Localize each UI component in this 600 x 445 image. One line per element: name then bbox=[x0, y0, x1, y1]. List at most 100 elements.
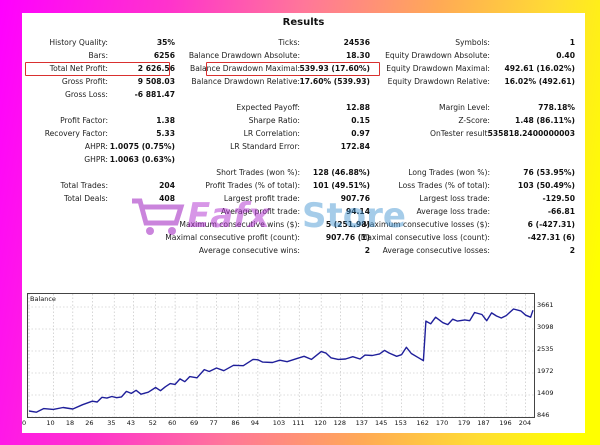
col1-value: 5.33 bbox=[156, 129, 175, 138]
stat-value-row: 6 (-427.31) bbox=[22, 219, 575, 231]
col2-value: 907.76 (1) bbox=[325, 233, 370, 242]
col2-label: Balance Drawdown Absolute: bbox=[188, 51, 300, 60]
col2-label: Profit Trades (% of total): bbox=[205, 181, 300, 190]
stat-value-row: 907.76 (1) bbox=[22, 232, 370, 244]
col2-value: 24536 bbox=[343, 38, 370, 47]
col2-value: 0.15 bbox=[351, 116, 370, 125]
col1-value: 1.38 bbox=[156, 116, 175, 125]
x-tick-label: 77 bbox=[209, 419, 218, 427]
stat-value-row: 1.0075 (0.75%) bbox=[22, 141, 175, 153]
col2-value: 17.60% (539.93) bbox=[299, 77, 370, 86]
stat-row: Bars: bbox=[22, 50, 109, 62]
stat-value-row: 1.38 bbox=[22, 115, 175, 127]
stat-row: Balance Drawdown Absolute: bbox=[22, 50, 300, 62]
x-tick-label: 18 bbox=[65, 419, 75, 427]
col2-value: 172.84 bbox=[340, 142, 370, 151]
stat-row: Sharpe Ratio: bbox=[22, 115, 300, 127]
col3-value: -427.31 (6) bbox=[527, 233, 575, 242]
col1-value: -6 881.47 bbox=[134, 90, 175, 99]
col1-label: Recovery Factor: bbox=[44, 129, 108, 138]
col2-value: 12.88 bbox=[345, 103, 370, 112]
col3-label: Equity Drawdown Relative: bbox=[387, 77, 490, 86]
y-tick-label: 3098 bbox=[537, 323, 554, 331]
stat-value-row: 94.14 bbox=[22, 206, 370, 218]
stat-row: Total Trades: bbox=[22, 180, 108, 192]
results-panel: Results History Quality: 35% Bars: 6256 Tota… bbox=[22, 13, 585, 433]
stat-row: Largest loss trade: bbox=[22, 193, 490, 205]
col2-value: 5 (251.98) bbox=[325, 220, 370, 229]
stat-row: Short Trades (won %): bbox=[22, 167, 300, 179]
x-tick-label: 26 bbox=[85, 419, 94, 427]
col1-label: Total Deals: bbox=[64, 194, 108, 203]
x-tick-label: 170 bbox=[435, 419, 449, 427]
stat-value-row: 103 (50.49%) bbox=[22, 180, 575, 192]
col3-label: Average consecutive losses: bbox=[382, 246, 490, 255]
stat-row: Largest profit trade: bbox=[22, 193, 300, 205]
col3-label: OnTester result: bbox=[430, 129, 490, 138]
stat-row: Ticks: bbox=[22, 37, 300, 49]
stat-row: Z-Score: bbox=[22, 115, 490, 127]
stat-row: Equity Drawdown Relative: bbox=[22, 76, 490, 88]
x-tick-label: 52 bbox=[148, 419, 157, 427]
col2-value: 2 bbox=[364, 246, 370, 255]
x-tick-label: 10 bbox=[46, 419, 55, 427]
y-tick-label: 846 bbox=[537, 411, 550, 419]
stat-value-row: 101 (49.51%) bbox=[22, 180, 370, 192]
stat-value-row: 907.76 bbox=[22, 193, 370, 205]
stat-value-row: 24536 bbox=[22, 37, 370, 49]
stat-row: Gross Profit: bbox=[22, 76, 108, 88]
stat-value-row: 2 bbox=[22, 245, 575, 257]
col3-label: Equity Drawdown Absolute: bbox=[385, 51, 490, 60]
stat-value-row: 0.40 bbox=[22, 50, 575, 62]
col2-label: Maximal consecutive profit (count): bbox=[165, 233, 300, 242]
col2-label: LR Standard Error: bbox=[230, 142, 300, 151]
stat-row: Equity Drawdown Maximal: bbox=[22, 63, 490, 75]
col3-value: 1 bbox=[569, 38, 575, 47]
stat-row: Profit Trades (% of total): bbox=[22, 180, 300, 192]
col3-value: 76 (53.95%) bbox=[523, 168, 575, 177]
stat-row: Balance Drawdown Maximal: bbox=[22, 63, 300, 75]
col1-value: 1.0063 (0.63%) bbox=[109, 155, 175, 164]
col3-label: Average loss trade: bbox=[416, 207, 490, 216]
col1-label: GHPR: bbox=[84, 155, 108, 164]
col1-value: 9 508.03 bbox=[137, 77, 175, 86]
col3-value: 535818.2400000003 bbox=[487, 129, 575, 138]
stat-value-row: -427.31 (6) bbox=[22, 232, 575, 244]
col1-label: Profit Factor: bbox=[60, 116, 108, 125]
stat-row: Maximum consecutive wins ($): bbox=[22, 219, 300, 231]
stat-row: Gross Loss: bbox=[22, 89, 108, 101]
stat-row: Total Deals: bbox=[22, 193, 108, 205]
col3-value: 6 (-427.31) bbox=[527, 220, 575, 229]
x-tick-label: 35 bbox=[107, 419, 116, 427]
col2-value: 128 (46.88%) bbox=[312, 168, 370, 177]
col3-value: 2 bbox=[569, 246, 575, 255]
stat-value-row: 18.30 bbox=[22, 50, 370, 62]
x-tick-label: 153 bbox=[394, 419, 407, 427]
stat-row: Equity Drawdown Absolute: bbox=[22, 50, 490, 62]
col3-label: Equity Drawdown Maximal: bbox=[386, 64, 490, 73]
col3-label: Z-Score: bbox=[458, 116, 490, 125]
stat-value-row: 535818.2400000003 bbox=[22, 128, 575, 140]
stat-value-row: 5 (251.98) bbox=[22, 219, 370, 231]
stat-value-row: 172.84 bbox=[22, 141, 370, 153]
x-tick-label: 60 bbox=[168, 419, 177, 427]
chart-title: Balance bbox=[30, 295, 56, 303]
col3-value: -66.81 bbox=[547, 207, 575, 216]
stat-row: GHPR: bbox=[22, 154, 108, 166]
stat-value-row: 12.88 bbox=[22, 102, 370, 114]
stat-value-row: 1.48 (86.11%) bbox=[22, 115, 575, 127]
stat-row: Expected Payoff: bbox=[22, 102, 300, 114]
stat-value-row: 0.15 bbox=[22, 115, 370, 127]
stat-value-row: 6256 bbox=[22, 50, 175, 62]
col2-label: Average consecutive wins: bbox=[198, 246, 300, 255]
col2-label: LR Correlation: bbox=[243, 129, 300, 138]
stat-row: Margin Level: bbox=[22, 102, 490, 114]
col1-value: 1.0075 (0.75%) bbox=[109, 142, 175, 151]
col3-label: Maximal consecutive loss (count): bbox=[360, 233, 490, 242]
col2-label: Ticks: bbox=[278, 38, 300, 47]
col3-label: Margin Level: bbox=[439, 103, 490, 112]
col1-label: Bars: bbox=[88, 51, 109, 60]
stat-row: LR Correlation: bbox=[22, 128, 300, 140]
stat-value-row: 492.61 (16.02%) bbox=[22, 63, 575, 75]
col1-value: 6256 bbox=[153, 51, 175, 60]
